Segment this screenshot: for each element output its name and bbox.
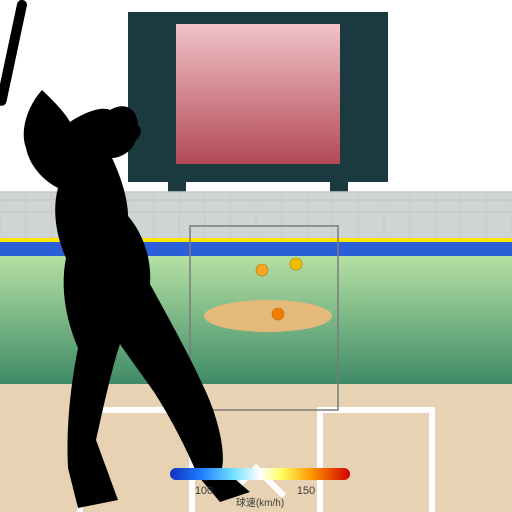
pitch-dot <box>272 308 284 320</box>
colorbar-label: 球速(km/h) <box>236 496 284 509</box>
scoreboard <box>128 12 388 192</box>
pitch-dot <box>256 264 268 276</box>
colorbar-tick: 150 <box>297 485 315 497</box>
pitchers-mound <box>204 300 332 332</box>
pitch-location-diagram: 100 150 球速(km/h) <box>0 0 512 512</box>
colorbar-tick: 100 <box>195 485 213 497</box>
pitch-dot <box>290 258 302 270</box>
